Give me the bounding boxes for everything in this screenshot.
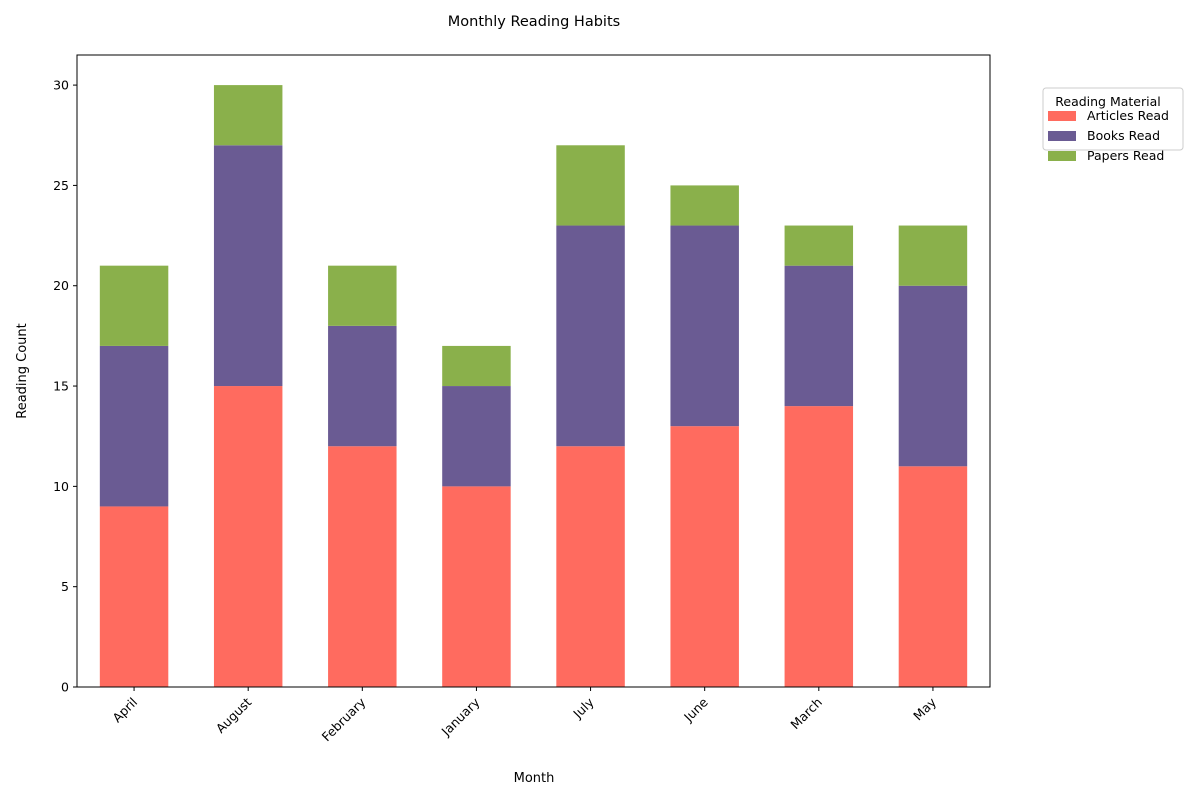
x-tick-label: April <box>109 695 140 726</box>
bar-january-articles-read <box>442 486 511 687</box>
legend-swatch <box>1048 131 1076 141</box>
y-tick-label: 20 <box>53 278 69 293</box>
bar-may-books-read <box>898 285 968 467</box>
bar-july-articles-read <box>556 446 625 687</box>
x-axis: April August February January July June March M… <box>109 687 939 744</box>
x-tick-label: June <box>680 694 711 725</box>
bar-july-books-read <box>556 225 625 447</box>
bar-march-books-read <box>784 265 854 407</box>
bar-february-papers-read <box>328 265 397 326</box>
bar-february-articles-read <box>328 446 397 687</box>
y-axis: 0 5 10 15 20 25 30 <box>53 78 77 695</box>
bar-june-books-read <box>670 225 739 427</box>
bar-january-books-read <box>442 386 511 487</box>
y-tick-label: 25 <box>53 178 69 193</box>
y-axis-label: Reading Count <box>15 323 30 419</box>
legend-title: Reading Material <box>1055 94 1161 109</box>
legend-frame <box>1042 87 1184 151</box>
x-tick-label: January <box>438 694 483 739</box>
bar-july-papers-read <box>556 145 625 226</box>
bar-january-papers-read <box>442 345 511 387</box>
y-tick-label: 15 <box>53 379 69 394</box>
x-tick-label: August <box>213 694 255 736</box>
x-tick-label: May <box>910 694 939 723</box>
y-tick-label: 30 <box>53 78 69 93</box>
x-tick-label: July <box>569 694 597 722</box>
x-tick-label: March <box>787 695 825 733</box>
legend-entry-label: Papers Read <box>1087 148 1164 163</box>
x-axis-label: Month <box>514 771 555 786</box>
legend-swatch <box>1048 111 1076 121</box>
y-tick-label: 10 <box>53 479 69 494</box>
chart-title: Monthly Reading Habits <box>448 14 620 30</box>
bar-february-books-read <box>328 325 397 447</box>
y-tick-label: 5 <box>61 579 69 594</box>
y-tick-label: 0 <box>61 680 69 695</box>
legend-entry-label: Books Read <box>1087 128 1160 143</box>
bar-april-papers-read <box>99 265 169 346</box>
bar-april-books-read <box>99 345 169 507</box>
bar-april-articles-read <box>99 506 169 687</box>
bar-june-papers-read <box>670 185 739 226</box>
legend-entry-label: Articles Read <box>1087 108 1169 123</box>
bar-august-papers-read <box>213 85 283 146</box>
bar-may-papers-read <box>898 225 968 286</box>
bars-group <box>99 85 968 687</box>
bar-june-articles-read <box>670 426 739 687</box>
legend-items: Articles Read Books Read Papers Read <box>1048 108 1169 163</box>
x-tick-label: February <box>319 694 369 744</box>
bar-march-papers-read <box>784 225 854 266</box>
plot-frame <box>76 54 991 688</box>
bar-august-books-read <box>213 145 283 387</box>
bar-august-articles-read <box>213 386 283 687</box>
legend-swatch <box>1048 151 1076 161</box>
bar-may-articles-read <box>898 466 968 687</box>
bar-march-articles-read <box>784 406 854 687</box>
legend: Reading Material Articles Read Books Read… <box>1042 87 1184 163</box>
